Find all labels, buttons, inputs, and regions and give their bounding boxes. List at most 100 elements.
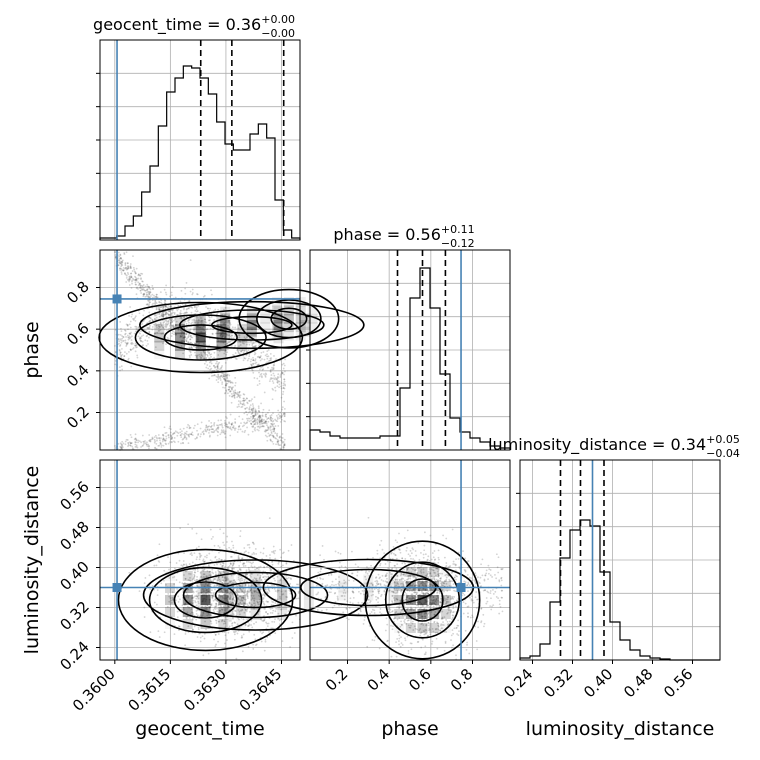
sample-point	[179, 428, 182, 431]
sample-point	[258, 426, 261, 429]
sample-point	[284, 370, 286, 373]
sample-point	[254, 411, 257, 413]
sample-point	[225, 389, 227, 392]
sample-point	[259, 356, 262, 358]
sample-point	[184, 312, 187, 315]
sample-point	[272, 367, 275, 370]
sample-point	[224, 383, 227, 386]
sample-point	[253, 396, 256, 399]
sample-point	[216, 365, 219, 368]
sample-point	[196, 556, 198, 559]
sample-point	[246, 343, 248, 346]
sample-point	[193, 552, 196, 555]
sample-point	[212, 374, 215, 377]
sample-point	[226, 423, 229, 426]
sample-point	[126, 334, 129, 337]
sample-point	[118, 349, 121, 352]
sample-point	[183, 436, 186, 439]
sample-point	[214, 645, 217, 648]
sample-point	[153, 601, 156, 604]
sample-point	[146, 293, 149, 296]
sample-point	[377, 590, 380, 593]
sample-point	[130, 272, 133, 275]
sample-point	[250, 562, 253, 565]
sample-point	[209, 327, 212, 330]
sample-point	[128, 278, 130, 280]
sample-point	[217, 633, 220, 635]
sample-point	[357, 601, 360, 604]
sample-point	[239, 530, 242, 532]
sample-point	[281, 406, 284, 409]
sample-point	[489, 590, 492, 592]
sample-point	[326, 598, 329, 601]
sample-point	[212, 599, 215, 602]
sample-point	[183, 308, 185, 311]
sample-point	[200, 554, 203, 557]
sample-point	[129, 326, 132, 329]
sample-point	[257, 407, 260, 409]
sample-point	[268, 359, 271, 362]
sample-point	[160, 324, 163, 326]
sample-point	[154, 314, 156, 317]
sample-point	[130, 315, 133, 318]
sample-point	[258, 415, 261, 418]
sample-point	[196, 325, 199, 328]
sample-point	[196, 636, 199, 638]
sample-point	[254, 644, 257, 647]
sample-point	[158, 543, 161, 546]
sample-point	[140, 441, 143, 444]
sample-point	[452, 583, 455, 586]
sample-point	[196, 293, 198, 295]
sample-point	[175, 599, 177, 602]
sample-point	[273, 584, 275, 587]
sample-point	[175, 320, 178, 323]
sample-point	[241, 403, 244, 406]
histogram-frame-phase	[309, 249, 511, 451]
sample-point	[252, 410, 254, 412]
sample-point	[224, 306, 227, 309]
sample-point	[316, 592, 319, 595]
sample-point	[180, 335, 182, 338]
sample-point	[131, 442, 133, 444]
sample-point	[173, 633, 176, 635]
sample-point	[174, 296, 177, 299]
sample-point	[165, 329, 168, 331]
sample-point	[133, 317, 136, 320]
sample-point	[239, 394, 242, 397]
sample-point	[151, 328, 154, 331]
sample-point	[135, 283, 137, 286]
sample-point	[205, 366, 208, 369]
sample-point	[191, 431, 194, 434]
sample-point	[283, 444, 286, 447]
sample-point	[196, 436, 198, 439]
sample-point	[149, 588, 151, 591]
panel-title-lower-luminosity_distance: −0.04	[706, 447, 740, 460]
sample-point	[169, 305, 172, 308]
sample-point	[212, 328, 215, 331]
sample-point	[219, 375, 222, 377]
sample-point	[401, 644, 404, 646]
sample-point	[224, 336, 227, 339]
sample-point	[261, 411, 264, 414]
sample-point	[214, 619, 217, 622]
sample-point	[128, 441, 131, 444]
sample-point	[252, 648, 255, 650]
sample-point	[153, 436, 156, 439]
sample-point	[486, 600, 489, 603]
sample-point	[258, 380, 261, 382]
sample-point	[208, 315, 210, 318]
sample-point	[219, 423, 222, 426]
sample-point	[147, 343, 149, 345]
sample-point	[173, 333, 175, 336]
sample-point	[138, 440, 141, 443]
sample-point	[274, 632, 277, 635]
sample-point	[216, 344, 219, 347]
sample-point	[259, 565, 262, 568]
sample-point	[165, 443, 168, 446]
sample-point	[372, 556, 374, 559]
sample-point	[157, 306, 160, 309]
sample-point	[233, 579, 236, 582]
sample-point	[216, 369, 219, 372]
sample-point	[149, 440, 151, 443]
